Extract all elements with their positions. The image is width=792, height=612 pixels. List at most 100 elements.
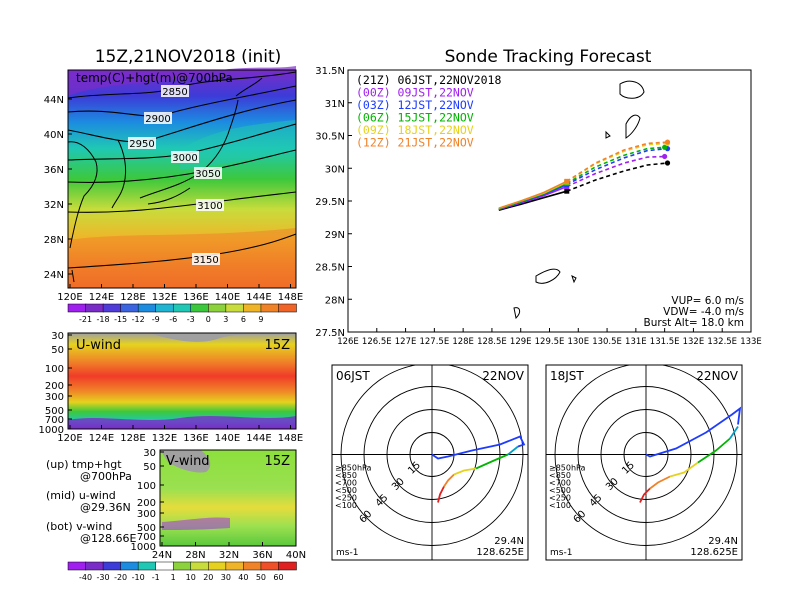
colorbar-label: 9: [258, 315, 263, 324]
contour-label: 3050: [195, 169, 220, 180]
track-param: Burst Alt= 18.0 km: [644, 317, 744, 329]
vwind-y-tick: 300: [137, 509, 156, 520]
colorbar-swatch: [243, 303, 262, 313]
map-temperature-field: [68, 70, 296, 288]
track-x-tick: 132.5E: [707, 337, 737, 347]
track-y-tick: 29.5N: [315, 197, 345, 208]
hodograph-trace: [475, 453, 509, 470]
track-x-tick: 132E: [683, 337, 705, 347]
track-y-tick: 29N: [325, 230, 345, 241]
map-lon-tick: 120E: [57, 292, 82, 303]
track-x-tick: 126.5E: [362, 337, 392, 347]
track-y-tick: 28N: [325, 295, 345, 306]
colorbar-swatch: [278, 303, 297, 313]
colorbar-swatch: [102, 561, 122, 571]
track-line-forecast: [566, 155, 665, 188]
track-x-tick: 126E: [337, 337, 359, 347]
vwind-y-tick: 30: [143, 448, 156, 459]
colorbar-label: -9: [152, 315, 160, 324]
colorbar-swatch: [172, 303, 192, 313]
track-current-marker: [564, 178, 570, 184]
pressure-legend-entry: <700: [549, 479, 571, 488]
track-series: [498, 139, 671, 211]
map-lat-tick: 32N: [44, 200, 64, 211]
track-legend-entry: (12Z) 21JST,22NOV: [356, 136, 474, 150]
colorbar-swatch: [225, 561, 245, 571]
track-x-tick: 133E: [740, 337, 762, 347]
pressure-legend-entry: <250: [335, 494, 357, 503]
vwind-y-tick: 500: [137, 523, 156, 534]
colorbar-label: -40: [79, 573, 92, 582]
uwind-y-tick: 100: [45, 364, 64, 375]
track-x-tick: 131.5E: [650, 337, 680, 347]
colorbar-label: 30: [221, 573, 231, 582]
map-lon-tick: 132E: [152, 292, 177, 303]
map-field-label: temp(C)+hgt(m)@700hPa: [76, 71, 233, 85]
hodograph-time: 06JST: [336, 369, 370, 383]
uwind-x-ticks: 120E 124E 128E 132E 136E 140E 144E 148E: [57, 425, 303, 444]
track-y-ticks: 27.5N 28N 28.5N 29N 29.5N 30N 30.5N 31N 31.5N: [315, 66, 352, 339]
track-y-tick: 31N: [325, 99, 345, 110]
coastlines: [67, 77, 263, 283]
contour-label: 2900: [145, 114, 170, 125]
hodograph-lon: 128.625E: [690, 547, 738, 558]
wind-colorbar: -40 -30 -20 -10 -1 1 10 20 30 40 50 60: [67, 561, 297, 582]
track-line: [498, 180, 568, 209]
uwind-x-tick: 132E: [152, 433, 177, 444]
hodograph-unit: ms-1: [550, 548, 572, 558]
vwind-x-tick: 28N: [185, 550, 205, 561]
uwind-y-tick: 1000: [39, 425, 64, 436]
uwind-field: [68, 333, 296, 429]
uwind-x-tick: 128E: [120, 433, 145, 444]
uwind-y-tick: 700: [45, 415, 64, 426]
colorbar-label: 40: [238, 573, 248, 582]
map-title: 15Z,21NOV2018 (init): [95, 47, 282, 67]
colorbar-swatch: [120, 303, 139, 313]
track-x-tick: 128.5E: [477, 337, 507, 347]
track-line-forecast: [566, 162, 668, 192]
colorbar-label: -30: [97, 573, 110, 582]
legend-bot-2: @128.66E: [80, 532, 136, 545]
track-endpoint: [664, 139, 671, 145]
hodograph-trace: [645, 406, 742, 458]
map-lon-tick: 144E: [246, 292, 271, 303]
track-x-tick: 128E: [452, 337, 474, 347]
hodograph-trace: [639, 487, 651, 503]
vwind-y-tick: 1000: [131, 542, 156, 553]
hodograph-lat: 29.4N: [494, 536, 524, 547]
legend-up-1: (up) tmp+hgt: [46, 458, 122, 471]
track-legend: (21Z) 06JST,22NOV2018(00Z) 09JST,22NOV(0…: [356, 73, 501, 150]
colorbar-swatch: [155, 561, 174, 571]
pressure-legend-entry: <500: [335, 486, 357, 495]
colorbar-label: -20: [114, 573, 127, 582]
track-legend-entry: (03Z) 12JST,22NOV: [356, 98, 474, 112]
uwind-x-tick: 140E: [215, 433, 240, 444]
hodograph-unit: ms-1: [336, 548, 358, 558]
colorbar-label: 20: [203, 573, 213, 582]
track-x-tick: 131E: [625, 337, 647, 347]
uwind-y-tick: 500: [45, 406, 64, 417]
colorbar-label: 6: [241, 315, 246, 324]
track-x-tick: 127E: [395, 337, 417, 347]
colorbar-label: -21: [79, 315, 92, 324]
colorbar-label: -18: [97, 315, 110, 324]
map-lon-tick: 136E: [183, 292, 208, 303]
pressure-legend-entry: <100: [549, 501, 571, 510]
hodograph-lon: 128.625E: [476, 547, 524, 558]
hodograph-trace: [453, 467, 477, 476]
uwind-y-tick: 200: [45, 381, 64, 392]
colorbar-swatch: [102, 303, 122, 313]
contour-labels: 2850 2900 2950 3000 3050 3100 3150: [128, 85, 224, 266]
hodograph-trace: [669, 461, 699, 478]
hodograph-trace: [507, 445, 519, 456]
uwind-x-tick: 144E: [246, 433, 271, 444]
vwind-y-tick: 100: [137, 481, 156, 492]
uwind-x-tick: 136E: [183, 433, 208, 444]
colorbar-swatch: [225, 303, 245, 313]
colorbar-label: 3: [223, 315, 228, 324]
